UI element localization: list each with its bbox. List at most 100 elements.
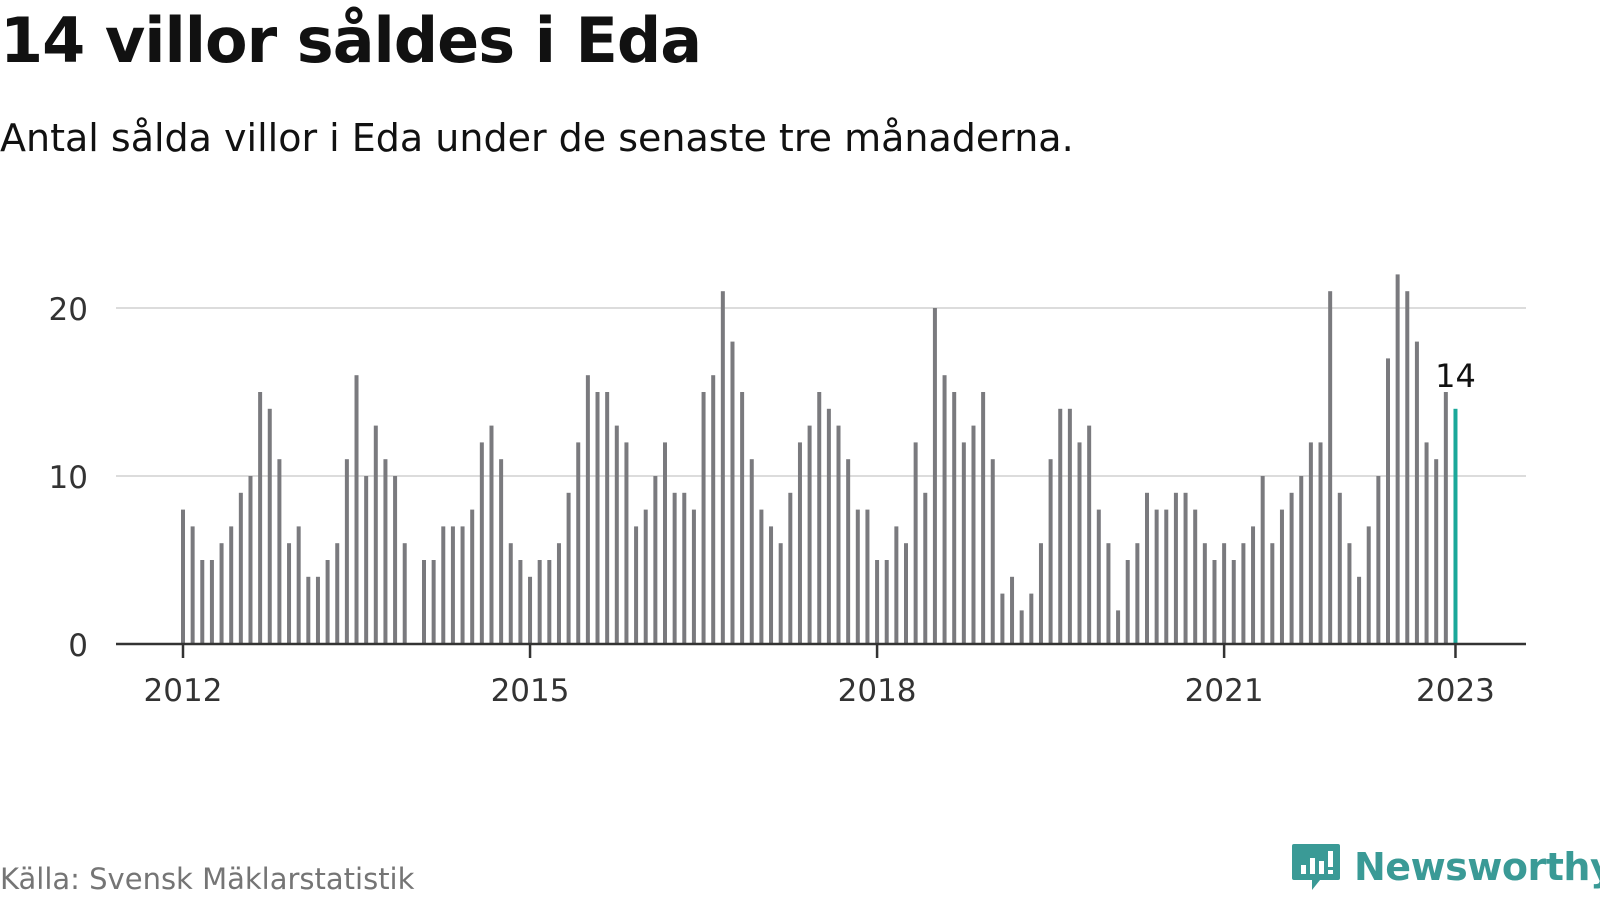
- bar: [1058, 408, 1063, 644]
- bar: [1000, 593, 1005, 644]
- bar: [489, 425, 494, 644]
- bar: [344, 459, 349, 644]
- bar: [788, 492, 793, 644]
- bar: [383, 459, 388, 644]
- bar: [431, 560, 436, 644]
- bar: [682, 492, 687, 644]
- bar: [643, 509, 648, 644]
- bar: [1154, 509, 1159, 644]
- bar: [566, 492, 571, 644]
- bar-chart: 0 10 20 2012 2015 2018 2021 2023 14: [49, 274, 1526, 709]
- bar: [1405, 291, 1410, 644]
- bar: [875, 560, 880, 644]
- bar: [1376, 476, 1381, 644]
- bar: [315, 576, 320, 644]
- bar: [653, 476, 658, 644]
- bar: [296, 526, 301, 644]
- bar: [913, 442, 918, 644]
- bar: [1424, 442, 1429, 644]
- bar: [277, 459, 282, 644]
- x-tick-label: 2018: [838, 673, 917, 709]
- bar: [460, 526, 465, 644]
- bar: [1366, 526, 1371, 644]
- bar: [450, 526, 455, 644]
- bar: [749, 459, 754, 644]
- bar: [1241, 543, 1246, 644]
- bar: [720, 291, 725, 644]
- brand-logo[interactable]: Newsworthy: [1290, 842, 1600, 892]
- bar: [1173, 492, 1178, 644]
- bar: [556, 543, 561, 644]
- bar: [518, 560, 523, 644]
- bar: [961, 442, 966, 644]
- bar: [778, 543, 783, 644]
- bar: [624, 442, 629, 644]
- bar: [576, 442, 581, 644]
- bar: [894, 526, 899, 644]
- bar: [846, 459, 851, 644]
- bar: [1443, 392, 1448, 644]
- bar: [691, 509, 696, 644]
- bar: [1347, 543, 1352, 644]
- bar: [981, 392, 986, 644]
- bar: [547, 560, 552, 644]
- bar: [663, 442, 667, 644]
- bar: [759, 509, 764, 644]
- bar: [952, 392, 957, 644]
- bar: [248, 476, 253, 644]
- bar: [229, 526, 234, 644]
- bar: [1386, 358, 1390, 644]
- bar: [1010, 576, 1015, 644]
- bar: [393, 476, 398, 644]
- bar: [1145, 492, 1149, 644]
- bar: [701, 392, 706, 644]
- bar: [605, 392, 610, 644]
- bar: [1251, 526, 1256, 644]
- bar: [537, 560, 542, 644]
- bar: [1289, 492, 1294, 644]
- bar: [672, 492, 677, 644]
- bar: [595, 392, 600, 644]
- bar: [190, 526, 195, 644]
- bar: [1231, 560, 1236, 644]
- bar: [1395, 274, 1400, 644]
- bar: [364, 476, 369, 644]
- bar: [1106, 543, 1111, 644]
- bar: [836, 425, 841, 644]
- bar: [634, 526, 639, 644]
- bar: [1279, 509, 1284, 644]
- source-note: Källa: Svensk Mäklarstatistik: [0, 862, 415, 896]
- bar: [267, 408, 272, 644]
- bar: [1116, 610, 1121, 644]
- chart-title: 14 villor såldes i Eda: [0, 4, 702, 77]
- bar: [181, 509, 185, 644]
- bar: [769, 526, 774, 644]
- bar: [855, 509, 860, 644]
- y-axis-ticks: 0 10 20: [49, 292, 88, 664]
- bar: [1202, 543, 1207, 644]
- annotations: 14: [1435, 357, 1476, 395]
- bar: [1125, 560, 1130, 644]
- brand-name: Newsworthy: [1354, 845, 1600, 889]
- bar: [1038, 543, 1043, 644]
- x-tick-label: 2015: [491, 673, 570, 709]
- x-tick-label: 2023: [1416, 673, 1495, 709]
- bar: [1260, 476, 1265, 644]
- bar: [1048, 459, 1053, 644]
- bar: [884, 560, 889, 644]
- bar: [209, 560, 214, 644]
- bar: [797, 442, 802, 644]
- bar: [441, 526, 446, 644]
- bar: [1135, 543, 1140, 644]
- bar: [219, 543, 224, 644]
- bar: [942, 375, 947, 644]
- bar: [1183, 492, 1188, 644]
- x-axis-ticks: 2012 2015 2018 2021 2023: [144, 644, 1495, 709]
- bar-chart-bubble-icon: [1292, 844, 1340, 890]
- bar: [238, 492, 243, 644]
- bar: [528, 576, 533, 644]
- bar: [817, 392, 822, 644]
- bar: [826, 408, 831, 644]
- bar: [990, 459, 995, 644]
- bars: [181, 274, 1458, 644]
